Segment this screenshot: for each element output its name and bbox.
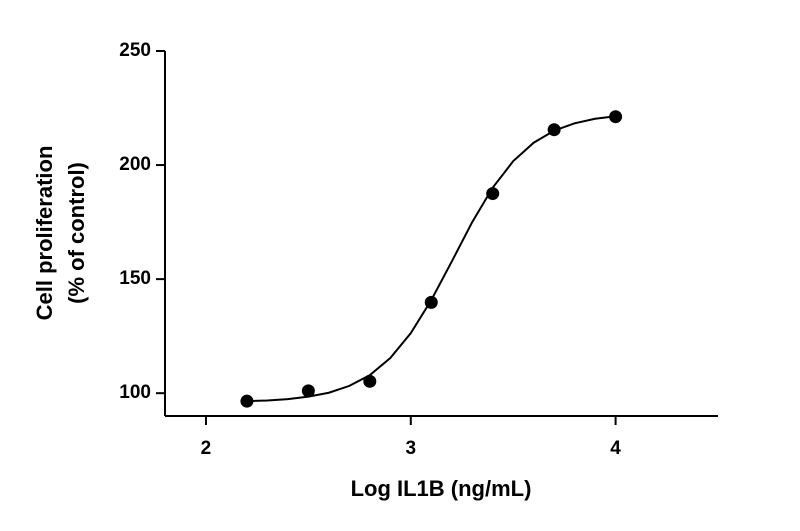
y-axis-title: Cell proliferation bbox=[32, 146, 57, 321]
y-tick-label: 250 bbox=[119, 40, 151, 61]
y-tick-label: 100 bbox=[119, 382, 151, 403]
y-tick-label: 150 bbox=[119, 268, 151, 289]
x-tick-label: 4 bbox=[610, 438, 621, 459]
x-axis-title: Log IL1B (ng/mL) bbox=[351, 476, 532, 501]
data-point bbox=[363, 374, 377, 388]
x-tick-label: 2 bbox=[201, 438, 212, 459]
data-point bbox=[547, 123, 561, 137]
y-axis-title: (% of control) bbox=[64, 162, 89, 304]
data-point bbox=[240, 394, 254, 408]
data-point bbox=[424, 295, 438, 309]
data-point bbox=[609, 110, 623, 124]
y-tick-label: 200 bbox=[119, 154, 151, 175]
data-point bbox=[486, 187, 500, 201]
data-point bbox=[301, 384, 315, 398]
x-tick-label: 3 bbox=[405, 438, 416, 459]
fit-curve bbox=[246, 115, 616, 403]
